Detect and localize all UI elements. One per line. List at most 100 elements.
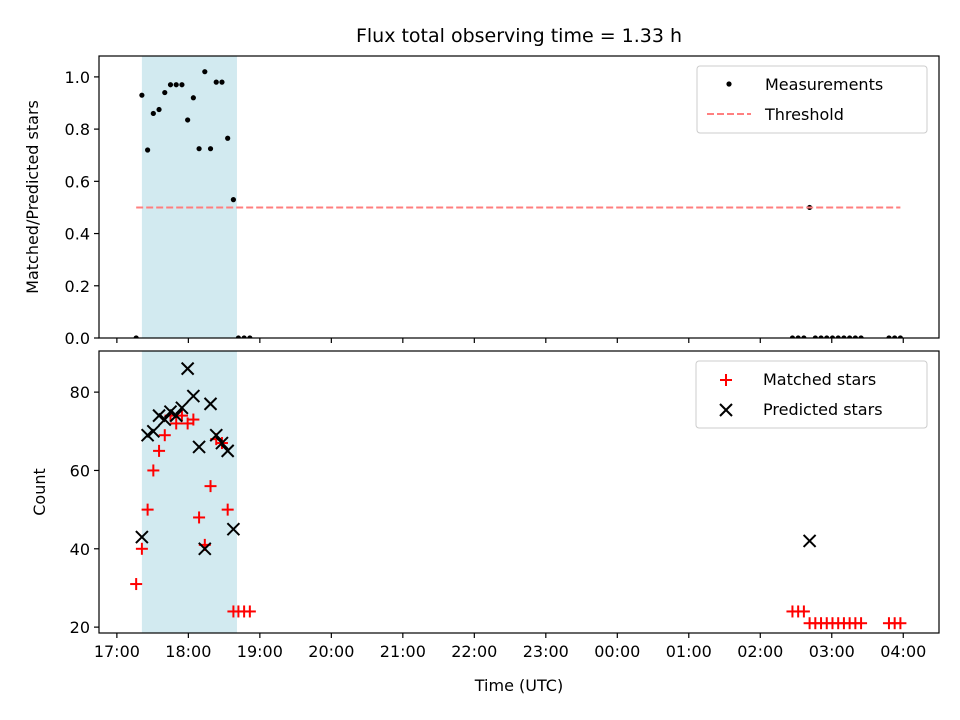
bottom-y-axis: 20 40 60 80 [70, 383, 99, 637]
measurements-point [173, 82, 179, 88]
measurements-point [247, 335, 253, 338]
predicted-stars-point [163, 405, 178, 419]
legend-measurements-marker [726, 81, 732, 87]
bottom-legend: Matched stars Predicted stars [695, 360, 928, 429]
top-y-tick-label: 1.0 [65, 68, 90, 87]
matched-stars-point [141, 503, 154, 516]
top-plot-area [133, 69, 903, 338]
matched-stars-point [130, 578, 143, 591]
matched-stars-point [153, 444, 166, 457]
measurements-point [835, 335, 841, 338]
predicted-stars-point [158, 412, 172, 427]
top-axes-frame [98, 55, 940, 339]
measurements-point [207, 146, 214, 152]
legend-threshold-label: Threshold [764, 105, 844, 124]
matched-stars-point [193, 511, 206, 524]
measurements-point [795, 335, 801, 338]
x-tick-label: 19:00 [237, 642, 283, 661]
top-y-tick-label: 0.6 [65, 172, 90, 191]
matched-stars-point [797, 605, 810, 618]
predicted-stars-point [802, 534, 817, 548]
matched-stars-point [158, 429, 171, 442]
predicted-stars-point [152, 408, 166, 423]
x-tick-label: 03:00 [809, 642, 855, 661]
x-tick-label: 00:00 [594, 642, 640, 661]
top-panel: Flux total observing time = 1.33 h 0.00.… [23, 25, 940, 348]
top-y-tick-label: 0.4 [65, 225, 90, 244]
measurements-point [230, 197, 236, 203]
matched-stars-point [175, 409, 188, 422]
matched-stars-point [147, 464, 160, 477]
measurements-point [139, 92, 145, 98]
top-shaded-span [141, 56, 237, 338]
measurements-point [818, 335, 824, 338]
top-y-tick-label: 0.8 [65, 120, 90, 139]
measurements-point [213, 79, 219, 85]
measurements-point [897, 335, 903, 338]
measurements-point [190, 95, 196, 101]
measurements-point [841, 335, 847, 338]
predicted-stars-point [192, 440, 206, 454]
predicted-stars-point [209, 428, 223, 442]
legend-measurements-label: Measurements [765, 75, 883, 94]
matched-stars-point [894, 617, 907, 630]
predicted-stars-point [215, 436, 229, 450]
predicted-stars-point [198, 542, 212, 556]
x-tick-label: 22:00 [451, 642, 497, 661]
measurements-point [145, 147, 151, 153]
chart-title: Flux total observing time = 1.33 h [356, 25, 682, 47]
x-tick-label: 21:00 [380, 642, 426, 661]
predicted-stars-point [186, 389, 201, 403]
x-tick-label: 04:00 [880, 642, 926, 661]
x-tick-label: 02:00 [737, 642, 783, 661]
top-x-axis-ticks [116, 338, 904, 343]
bottom-x-axis: 17:00 18:00 19:00 20:00 21:00 22:00 23:00 00:00… [94, 633, 926, 661]
measurements-point [858, 335, 864, 338]
legend-predicted-label: Predicted stars [763, 400, 883, 419]
predicted-stars-point [226, 522, 241, 536]
measurements-point [196, 146, 202, 152]
bottom-y-tick-label: 40 [70, 540, 90, 559]
bottom-shaded-region [141, 351, 237, 633]
measurements-point [219, 79, 225, 85]
measurements-point [886, 335, 892, 338]
measurements-point [202, 69, 208, 75]
predicted-stars-point [220, 444, 235, 458]
x-tick-label: 18:00 [165, 642, 211, 661]
bottom-axes-frame [98, 350, 940, 634]
bottom-y-tick-label: 60 [70, 461, 90, 480]
measurements-point [185, 117, 191, 123]
legend-predicted-marker [719, 403, 733, 417]
legend-matched-label: Matched stars [763, 370, 876, 389]
bottom-y-axis-label: Count [30, 468, 49, 516]
matched-stars-point [135, 542, 148, 555]
top-y-tick-label: 0.0 [65, 329, 90, 348]
measurements-point [167, 82, 174, 88]
bottom-y-tick-label: 80 [70, 383, 90, 402]
measurements-point [829, 335, 836, 338]
measurements-point [156, 106, 162, 113]
matched-stars-point [221, 503, 234, 516]
matched-stars-point [204, 480, 217, 493]
top-y-tick-label: 0.2 [65, 277, 90, 296]
predicted-stars-point [135, 530, 149, 544]
x-tick-label: 23:00 [523, 642, 569, 661]
x-tick-label: 01:00 [666, 642, 712, 661]
predicted-stars-point [203, 397, 218, 411]
measurements-point [847, 335, 853, 338]
top-legend: Measurements Threshold [696, 65, 928, 134]
measurements-point [179, 82, 185, 88]
measurements-point [235, 335, 242, 338]
predicted-stars-point [140, 428, 155, 442]
matched-stars-point [170, 417, 183, 430]
measurements-point [241, 335, 247, 338]
measurements-point [824, 335, 830, 338]
bottom-panel: 20 40 60 80 17:00 18:00 19:00 20:00 21:00 22:00 2… [30, 350, 940, 695]
legend-matched-marker [720, 374, 732, 386]
bottom-shaded-span [141, 351, 237, 633]
measurements-point [892, 335, 898, 338]
predicted-stars-point [146, 424, 161, 438]
measurements-point [801, 335, 807, 338]
top-y-axis: 0.0 0.2 0.4 0.6 0.8 1.0 [65, 68, 99, 348]
